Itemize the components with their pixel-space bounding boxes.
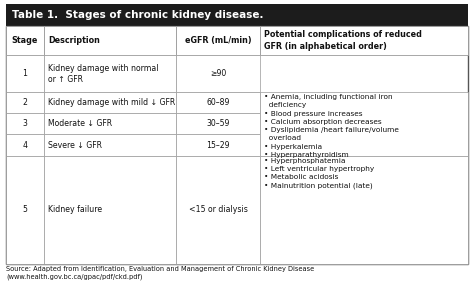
Text: eGFR (mL/min): eGFR (mL/min) bbox=[185, 36, 251, 45]
Bar bbox=[260, 156, 468, 264]
Bar bbox=[6, 134, 44, 156]
Bar bbox=[6, 26, 468, 264]
Text: Kidney damage with mild ↓ GFR: Kidney damage with mild ↓ GFR bbox=[48, 98, 175, 107]
Bar bbox=[44, 55, 176, 92]
Text: <15 or dialysis: <15 or dialysis bbox=[189, 205, 247, 214]
Text: • Anemia, including functional iron
  deficiency
• Blood pressure increases
• Ca: • Anemia, including functional iron defi… bbox=[264, 94, 399, 158]
Text: 2: 2 bbox=[23, 98, 27, 107]
Text: 3: 3 bbox=[23, 119, 27, 128]
Bar bbox=[176, 26, 260, 55]
Text: 1: 1 bbox=[22, 69, 27, 78]
Text: Moderate ↓ GFR: Moderate ↓ GFR bbox=[48, 119, 112, 128]
Bar bbox=[6, 113, 44, 134]
Text: Description: Description bbox=[48, 36, 100, 45]
Bar bbox=[6, 156, 44, 264]
Text: ≥90: ≥90 bbox=[210, 69, 226, 78]
Text: Potential complications of reduced
GFR (in alphabetical order): Potential complications of reduced GFR (… bbox=[264, 30, 422, 51]
Bar bbox=[44, 26, 176, 55]
Bar bbox=[176, 55, 260, 92]
Text: Kidney damage with normal
or ↑ GFR: Kidney damage with normal or ↑ GFR bbox=[48, 63, 158, 84]
Bar bbox=[44, 156, 176, 264]
Bar bbox=[6, 4, 468, 26]
Bar bbox=[176, 134, 260, 156]
Bar bbox=[6, 26, 44, 55]
Text: Severe ↓ GFR: Severe ↓ GFR bbox=[48, 140, 102, 150]
Bar bbox=[44, 113, 176, 134]
Text: 30–59: 30–59 bbox=[206, 119, 230, 128]
Text: • Hyperphosphatemia
• Left ventricular hypertrophy
• Metabolic acidosis
• Malnut: • Hyperphosphatemia • Left ventricular h… bbox=[264, 158, 374, 189]
Text: Table 1.  Stages of chronic kidney disease.: Table 1. Stages of chronic kidney diseas… bbox=[12, 10, 264, 20]
Text: 60–89: 60–89 bbox=[206, 98, 230, 107]
Text: Stage: Stage bbox=[12, 36, 38, 45]
Bar bbox=[6, 55, 44, 92]
Bar bbox=[6, 92, 44, 113]
Text: 15–29: 15–29 bbox=[206, 140, 230, 150]
Bar bbox=[44, 134, 176, 156]
Bar bbox=[260, 92, 468, 156]
Bar bbox=[176, 156, 260, 264]
Text: 4: 4 bbox=[22, 140, 27, 150]
Text: Source: Adapted from Identification, Evaluation and Management of Chronic Kidney: Source: Adapted from Identification, Eva… bbox=[6, 266, 314, 280]
Bar bbox=[44, 92, 176, 113]
Text: Kidney failure: Kidney failure bbox=[48, 205, 102, 214]
Text: 5: 5 bbox=[23, 205, 27, 214]
Bar bbox=[176, 92, 260, 113]
Bar bbox=[260, 26, 468, 55]
Bar bbox=[176, 113, 260, 134]
